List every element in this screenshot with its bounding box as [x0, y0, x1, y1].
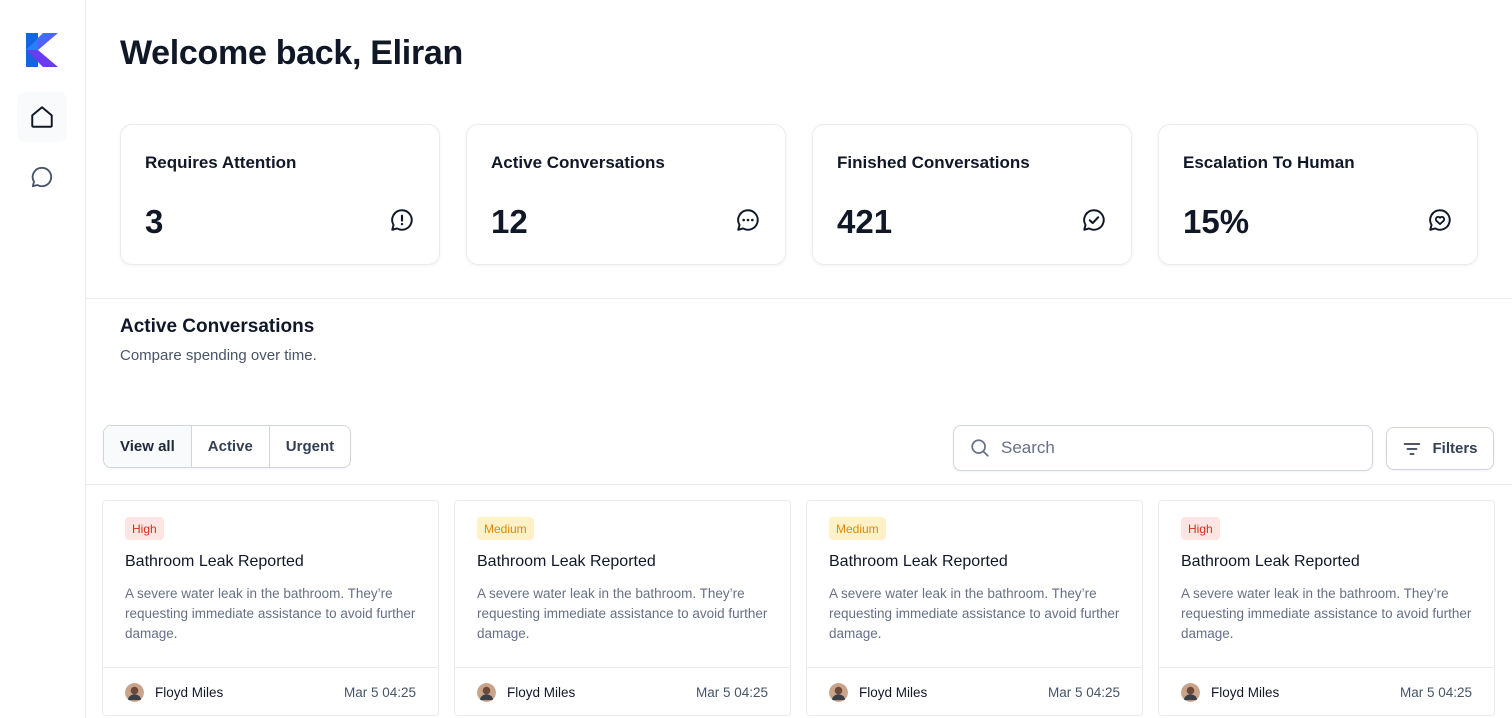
- priority-badge: High: [125, 517, 164, 540]
- conversation-footer: Floyd Miles Mar 5 04:25: [103, 667, 438, 717]
- sidebar-item-home[interactable]: [17, 92, 67, 142]
- conversation-footer: Floyd Miles Mar 5 04:25: [1159, 667, 1494, 717]
- section-divider: [86, 298, 1512, 299]
- conversation-card[interactable]: Medium Bathroom Leak Reported A severe w…: [454, 500, 791, 716]
- tab-active[interactable]: Active: [191, 426, 270, 467]
- filter-tabs: View all Active Urgent: [103, 425, 352, 468]
- search-icon: [971, 439, 989, 457]
- conversation-time: Mar 5 04:25: [1399, 685, 1472, 700]
- conversation-footer: Floyd Miles Mar 5 04:25: [455, 667, 790, 717]
- message-dots-icon: [737, 209, 759, 231]
- conversation-time: Mar 5 04:25: [1047, 685, 1120, 700]
- k-logo[interactable]: [24, 32, 60, 68]
- message-check-icon: [1083, 209, 1105, 231]
- stat-card-requires-attention[interactable]: Requires Attention 3: [120, 124, 440, 265]
- conversation-user: Floyd Miles: [1211, 685, 1280, 700]
- priority-badge: Medium: [477, 517, 534, 540]
- stat-card-active-conversations[interactable]: Active Conversations 12: [466, 124, 786, 265]
- search-input[interactable]: [1001, 438, 1361, 458]
- section-title: Active Conversations: [120, 316, 315, 337]
- tab-urgent[interactable]: Urgent: [269, 426, 351, 467]
- page-title: Welcome back, Eliran: [120, 34, 463, 72]
- chat-bubble-icon: [31, 166, 53, 188]
- stat-card-escalation-to-human[interactable]: Escalation To Human 15%: [1158, 124, 1478, 265]
- section-subtitle: Compare spending over time.: [120, 347, 317, 364]
- conversation-card[interactable]: High Bathroom Leak Reported A severe wat…: [1158, 500, 1495, 716]
- message-alert-icon: [391, 209, 413, 231]
- stat-label: Active Conversations: [491, 153, 665, 172]
- conversation-title: Bathroom Leak Reported: [477, 553, 656, 570]
- conversation-title: Bathroom Leak Reported: [829, 553, 1008, 570]
- list-divider: [86, 484, 1512, 485]
- avatar: [1181, 683, 1200, 702]
- conversation-description: A severe water leak in the bathroom. The…: [829, 586, 1120, 641]
- stat-label: Requires Attention: [145, 153, 297, 172]
- stat-value: 421: [837, 203, 893, 240]
- conversation-time: Mar 5 04:25: [695, 685, 768, 700]
- conversation-footer: Floyd Miles Mar 5 04:25: [807, 667, 1142, 717]
- conversation-time: Mar 5 04:25: [343, 685, 416, 700]
- filter-lines-icon: [1404, 442, 1421, 455]
- stat-card-finished-conversations[interactable]: Finished Conversations 421: [812, 124, 1132, 265]
- stat-label: Finished Conversations: [837, 153, 1030, 172]
- avatar: [829, 683, 848, 702]
- stat-value: 15%: [1183, 203, 1250, 240]
- main-content: Welcome back, Eliran Requires Attention …: [86, 0, 1512, 718]
- avatar: [125, 683, 144, 702]
- stat-value: 3: [145, 203, 164, 240]
- conversation-title: Bathroom Leak Reported: [125, 553, 304, 570]
- tab-view-all[interactable]: View all: [104, 426, 192, 467]
- conversation-description: A severe water leak in the bathroom. The…: [1181, 586, 1472, 641]
- conversation-user: Floyd Miles: [155, 685, 224, 700]
- priority-badge: High: [1181, 517, 1220, 540]
- sidebar: [0, 0, 86, 718]
- conversation-user: Floyd Miles: [507, 685, 576, 700]
- conversation-title: Bathroom Leak Reported: [1181, 553, 1360, 570]
- filters-button[interactable]: Filters: [1386, 427, 1494, 470]
- home-icon: [31, 106, 53, 128]
- message-heart-icon: [1429, 209, 1451, 231]
- conversation-user: Floyd Miles: [859, 685, 928, 700]
- avatar: [477, 683, 496, 702]
- stat-value: 12: [491, 203, 528, 240]
- conversation-card[interactable]: Medium Bathroom Leak Reported A severe w…: [806, 500, 1143, 716]
- filters-label: Filters: [1432, 440, 1478, 457]
- priority-badge: Medium: [829, 517, 886, 540]
- search-box[interactable]: [953, 425, 1373, 471]
- conversation-card[interactable]: High Bathroom Leak Reported A severe wat…: [102, 500, 439, 716]
- stat-label: Escalation To Human: [1183, 153, 1355, 172]
- sidebar-item-conversations[interactable]: [17, 152, 67, 202]
- conversation-description: A severe water leak in the bathroom. The…: [125, 586, 416, 641]
- conversation-description: A severe water leak in the bathroom. The…: [477, 586, 768, 641]
